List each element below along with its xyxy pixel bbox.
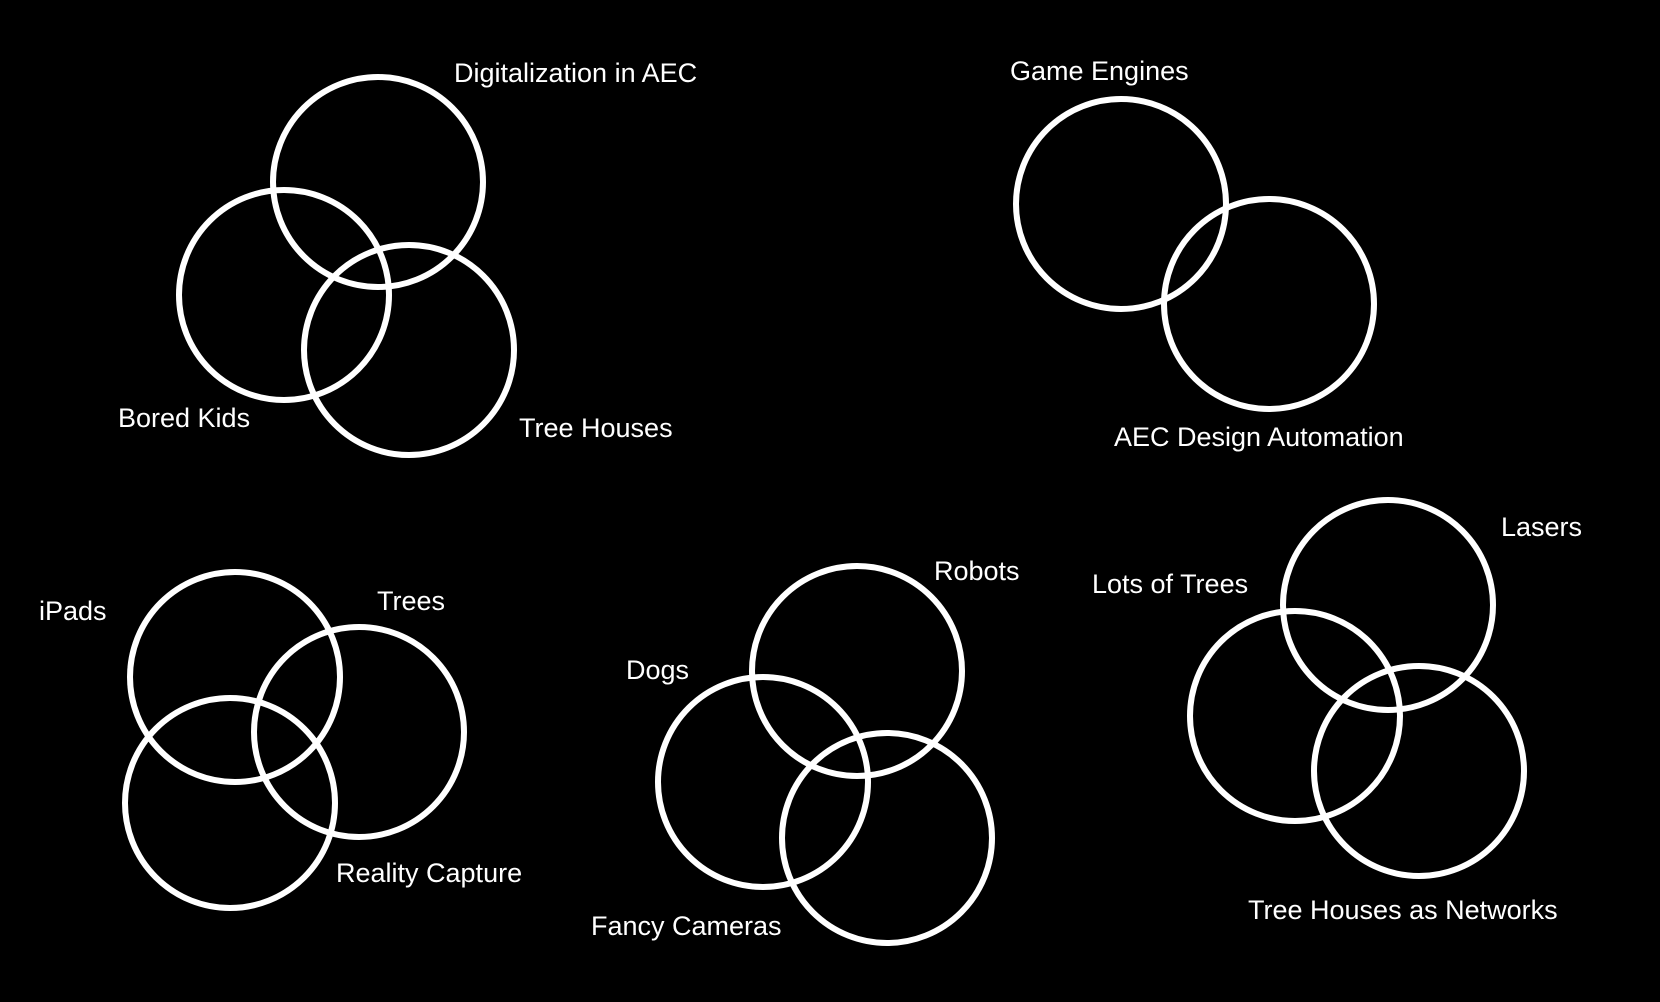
set-label-bored-kids: Bored Kids <box>118 403 250 433</box>
set-label-dogs: Dogs <box>626 655 689 685</box>
venn-diagram-lasers: Lasers Lots of Trees Tree Houses as Netw… <box>1092 497 1582 925</box>
venn-diagram-ipads: iPads Trees Reality Capture <box>39 569 522 911</box>
set-label-robots: Robots <box>934 556 1020 586</box>
venn-circle-fancy-cameras <box>779 730 995 946</box>
venn-diagram-game-engines: Game Engines AEC Design Automation <box>1010 56 1404 452</box>
set-label-lasers: Lasers <box>1501 512 1582 542</box>
venn-circle-lasers <box>1280 497 1496 713</box>
set-label-ipads: iPads <box>39 596 107 626</box>
set-label-fancy-cameras: Fancy Cameras <box>591 911 782 941</box>
venn-circle-digitalization-in-aec <box>270 74 486 290</box>
venn-circle-reality-capture <box>122 695 338 911</box>
set-label-tree-houses: Tree Houses <box>519 413 673 443</box>
venn-circle-dogs <box>655 674 871 890</box>
venn-circle-tree-houses <box>301 242 517 458</box>
set-label-game-engines: Game Engines <box>1010 56 1189 86</box>
venn-circle-trees <box>251 624 467 840</box>
venn-circle-robots <box>749 563 965 779</box>
venn-diagram-digitalization: Digitalization in AEC Bored Kids Tree Ho… <box>118 58 697 458</box>
set-label-trees: Trees <box>377 586 445 616</box>
venn-circle-aec-design-automation <box>1161 196 1377 412</box>
venn-circle-bored-kids <box>176 187 392 403</box>
venn-circle-game-engines <box>1013 96 1229 312</box>
venn-circle-lots-of-trees <box>1187 608 1403 824</box>
set-label-reality-capture: Reality Capture <box>336 858 522 888</box>
set-label-lots-of-trees: Lots of Trees <box>1092 569 1248 599</box>
set-label-aec-design-automation: AEC Design Automation <box>1114 422 1404 452</box>
set-label-tree-houses-as-networks: Tree Houses as Networks <box>1248 895 1558 925</box>
venn-circle-ipads <box>127 569 343 785</box>
venn-circle-tree-houses-as-networks <box>1311 663 1527 879</box>
venn-diagram-robots: Robots Dogs Fancy Cameras <box>591 556 1020 946</box>
set-label-digitalization-in-aec: Digitalization in AEC <box>454 58 697 88</box>
